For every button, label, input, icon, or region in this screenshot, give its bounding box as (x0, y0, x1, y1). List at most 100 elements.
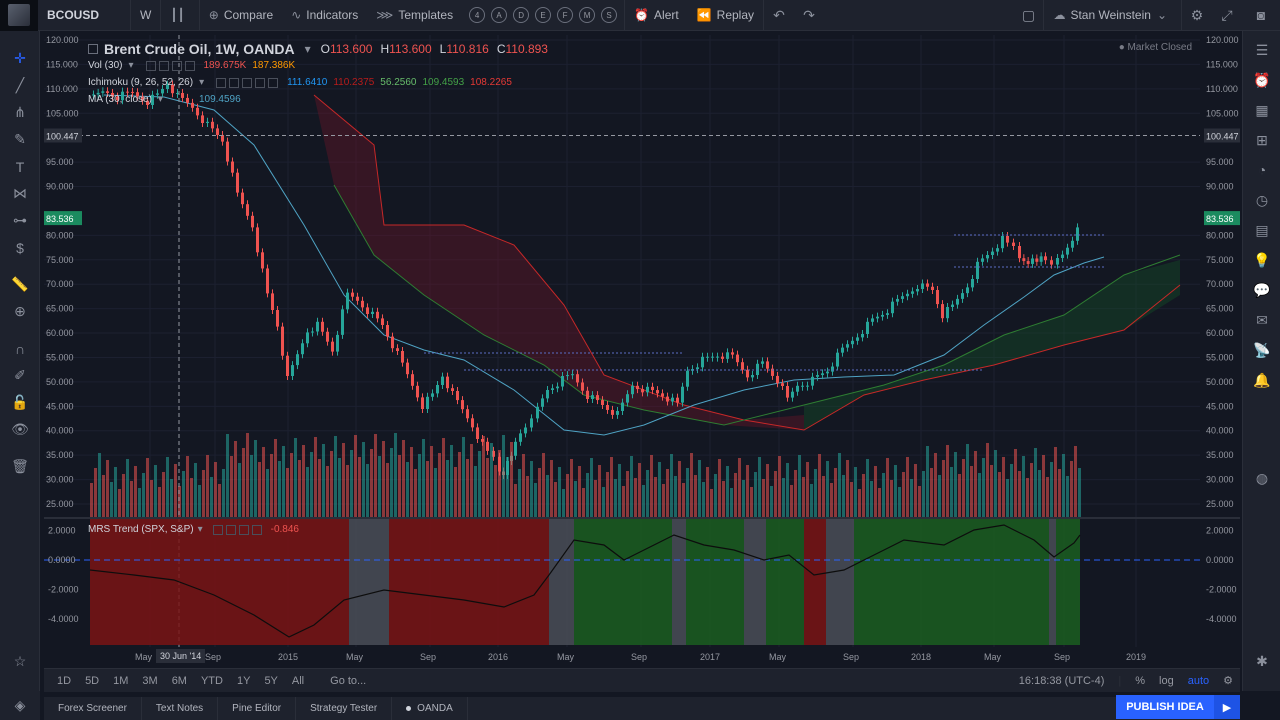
watchlist-icon[interactable]: ☰ (1255, 41, 1269, 58)
tab-pine-editor[interactable]: Pine Editor (218, 697, 297, 720)
prediction-icon[interactable]: ⊶ (13, 212, 27, 228)
chevron-down-icon[interactable]: ▾ (197, 524, 203, 535)
play-icon[interactable]: ▶ (1214, 695, 1240, 719)
stream-icon[interactable]: 📡 (1253, 341, 1271, 358)
help-icon[interactable]: ◍ (1255, 469, 1269, 486)
layout-key-e[interactable]: E (535, 7, 552, 23)
candle-body (536, 406, 539, 419)
time-axis[interactable]: May Sep 2015 May Sep 2016 May Sep 2017 May Sep 2018… (44, 648, 1200, 666)
candle-body (931, 286, 934, 290)
fullscreen-icon[interactable]: ⤢ (1221, 6, 1233, 23)
chevron-down-icon[interactable]: ▾ (157, 94, 163, 105)
calculator-icon[interactable]: ▤ (1255, 221, 1269, 238)
text-icon[interactable]: T (15, 158, 25, 175)
ma-label[interactable]: MA (30, close) (88, 94, 152, 105)
candle-body (281, 326, 284, 356)
range-1m[interactable]: 1M (113, 674, 129, 687)
indicator-buttons[interactable] (212, 524, 265, 535)
chart-pane[interactable]: 120.000 120.000 115.000 115.000 110.000 110.0… (44, 35, 1240, 647)
layers-icon[interactable]: ◈ (14, 697, 26, 713)
ruler-icon[interactable]: 📏 (11, 276, 29, 292)
star-icon[interactable]: ☆ (13, 653, 27, 669)
goto-button[interactable]: Go to... (330, 674, 367, 687)
layout-menu[interactable]: ☁ Stan Weinstein ⌄ (1044, 0, 1181, 31)
layout-key-d[interactable]: D (513, 7, 530, 23)
tab-oanda[interactable]: OANDA (392, 697, 468, 720)
range-5y[interactable]: 5Y (264, 674, 278, 687)
trash-icon[interactable]: 🗑 (11, 458, 29, 474)
alert-button[interactable]: ⏰ Alert (625, 0, 688, 31)
range-all[interactable]: All (291, 674, 305, 687)
lock-icon[interactable]: 🔓 (11, 394, 29, 410)
tab-forex-screener[interactable]: Forex Screener (44, 697, 142, 720)
alarm-icon[interactable]: ⏰ (1253, 71, 1271, 88)
message-icon[interactable]: ✉ (1256, 311, 1268, 328)
candle-body (121, 91, 124, 101)
log-toggle[interactable]: log (1159, 674, 1174, 687)
brush-icon[interactable]: ✎ (14, 131, 26, 147)
layout-key-a[interactable]: A (491, 7, 508, 23)
range-3m[interactable]: 3M (142, 674, 158, 687)
volume-bar (282, 446, 285, 517)
compare-button[interactable]: ⊕ Compare (200, 0, 282, 31)
hotlist-icon[interactable]: ◔ (1257, 162, 1267, 178)
range-1y[interactable]: 1Y (236, 674, 251, 687)
layout-key-m[interactable]: M (579, 7, 596, 23)
price-tick-label-left: 115.000 (46, 59, 78, 69)
range-5d[interactable]: 5D (85, 674, 100, 687)
eye-icon[interactable]: 👁 (11, 421, 29, 437)
chevron-down-icon[interactable]: ▾ (128, 60, 134, 71)
crosshair-icon[interactable]: ✛ (14, 50, 26, 66)
chat-icon[interactable]: 💬 (1253, 281, 1271, 298)
ichimoku-label[interactable]: Ichimoku (9, 26, 52, 26) (88, 77, 194, 88)
mrs-label[interactable]: MRS Trend (SPX, S&P) (88, 524, 194, 535)
pattern-icon[interactable]: ⋈ (13, 185, 27, 201)
calendar-icon[interactable]: ▦ (1255, 101, 1269, 118)
layout-key-4[interactable]: 4 (469, 7, 486, 23)
magnet-icon[interactable]: ∩ (14, 340, 26, 357)
symbol-search[interactable]: BCOUSD (47, 8, 100, 22)
range-ytd[interactable]: YTD (200, 674, 223, 687)
chevron-down-icon[interactable]: ▾ (304, 41, 311, 56)
lock-drawing-icon[interactable]: ✐ (14, 367, 26, 383)
percent-toggle[interactable]: % (1135, 674, 1146, 687)
tab-strategy-tester[interactable]: Strategy Tester (296, 697, 393, 720)
layout-key-f[interactable]: F (557, 7, 574, 23)
series-title[interactable]: Brent Crude Oil, 1W, OANDA (104, 40, 295, 57)
indicators-button[interactable]: ∿ Indicators (282, 0, 367, 31)
settings-gear-icon[interactable]: ⚙ (1223, 675, 1233, 687)
candle-body (746, 369, 749, 378)
fullscreen-layout-icon[interactable]: ▢ (1021, 6, 1036, 23)
dollar-icon[interactable]: $ (16, 239, 24, 256)
volume-label[interactable]: Vol (30) (88, 60, 123, 71)
interval-button[interactable]: W (140, 8, 152, 22)
range-1d[interactable]: 1D (57, 674, 72, 687)
templates-button[interactable]: ⋙ Templates (367, 0, 462, 31)
settings-gear-icon[interactable]: ⚙ (1190, 6, 1204, 23)
auto-toggle[interactable]: auto (1187, 674, 1210, 687)
chevron-down-icon[interactable]: ▾ (199, 77, 205, 88)
data-window-icon[interactable]: ⊞ (1256, 131, 1268, 148)
undo-icon[interactable]: ↶ (773, 6, 785, 23)
indicator-buttons[interactable] (216, 77, 281, 88)
collapse-legend-icon[interactable] (88, 43, 98, 54)
bug-icon[interactable]: ✱ (1256, 652, 1268, 669)
bell-icon[interactable]: 🔔 (1253, 371, 1271, 388)
layout-key-s[interactable]: S (601, 7, 618, 23)
trend-line-icon[interactable]: ╱ (15, 77, 25, 93)
indicator-buttons[interactable] (145, 60, 198, 71)
chart-style-button[interactable]: ┃┃ (161, 0, 198, 31)
redo-icon[interactable]: ↷ (803, 6, 815, 23)
idea-icon[interactable]: 💡 (1253, 251, 1271, 268)
user-avatar[interactable] (0, 0, 38, 31)
replay-button[interactable]: ⏪ Replay (688, 0, 763, 31)
clock-readout[interactable]: 16:18:38 (UTC-4) (1018, 674, 1105, 687)
candle-body (251, 215, 254, 228)
camera-icon[interactable]: ◙ (1256, 7, 1266, 23)
tab-text-notes[interactable]: Text Notes (142, 697, 219, 720)
zoom-icon[interactable]: ⊕ (14, 303, 26, 319)
range-6m[interactable]: 6M (171, 674, 187, 687)
price-chart[interactable]: 120.000 120.000 115.000 115.000 110.000 110.0… (44, 35, 1240, 647)
pitchfork-icon[interactable]: ⋔ (14, 104, 26, 120)
clock-icon[interactable]: ◷ (1255, 191, 1269, 208)
